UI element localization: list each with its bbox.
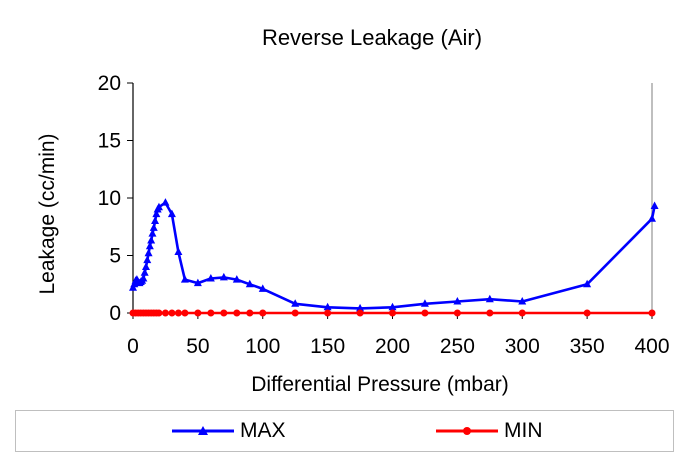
data-point-max: [485, 294, 494, 303]
data-point-min: [168, 309, 176, 317]
x-tick-label: 400: [634, 335, 669, 358]
data-point-max: [206, 274, 215, 282]
data-point-max: [180, 275, 189, 283]
data-point-max: [152, 209, 161, 218]
data-point-max: [193, 278, 202, 287]
data-point-min: [181, 309, 189, 317]
data-point-min: [220, 309, 228, 317]
data-point-max: [219, 272, 228, 281]
series-line-max: [131, 201, 656, 310]
legend-swatch-max: [172, 426, 234, 435]
data-point-min: [194, 309, 202, 317]
x-axis-ticks: 0 50 100 150 200 250 300 350 400: [127, 313, 670, 358]
data-point-min: [389, 309, 396, 317]
data-point-max: [245, 279, 254, 288]
data-point-max: [388, 302, 397, 311]
x-tick-label: 0: [127, 335, 139, 358]
data-point-min: [233, 309, 241, 317]
series-max: [129, 198, 659, 312]
data-point-max: [154, 202, 163, 211]
data-point-max: [147, 236, 156, 244]
x-tick-label: 150: [310, 335, 345, 358]
x-tick-label: 300: [505, 335, 540, 358]
data-point-max: [420, 299, 429, 307]
legend-item-max: MAX: [172, 411, 286, 451]
data-point-min: [453, 309, 461, 317]
data-point-max: [453, 297, 462, 305]
legend-item-min: MIN: [436, 411, 543, 451]
data-point-max: [149, 223, 158, 231]
x-tick-label: 200: [375, 335, 410, 358]
data-point-min: [421, 309, 429, 317]
data-point-min: [648, 309, 656, 317]
data-point-min: [291, 309, 299, 317]
y-tick-label: 15: [98, 130, 121, 153]
data-point-min: [207, 309, 215, 317]
data-point-max: [323, 302, 332, 311]
data-point-min: [155, 309, 163, 317]
y-axis-label: Leakage (cc/min): [36, 133, 59, 294]
data-point-max: [145, 241, 154, 250]
data-point-max: [141, 262, 150, 270]
data-point-max: [232, 275, 241, 283]
x-tick-label: 250: [440, 335, 475, 358]
x-axis-label: Differential Pressure (mbar): [251, 373, 509, 396]
x-tick-label: 50: [186, 335, 209, 358]
data-point-max: [650, 201, 659, 210]
y-tick-label: 0: [109, 302, 121, 325]
data-point-max: [143, 255, 152, 264]
data-point-max: [139, 274, 148, 282]
data-point-min: [518, 309, 526, 317]
data-point-max: [583, 279, 592, 288]
chart-title: Reverse Leakage (Air): [262, 25, 482, 50]
data-point-min: [583, 309, 591, 317]
y-tick-label: 20: [98, 72, 121, 95]
y-tick-label: 5: [109, 245, 121, 268]
data-point-max: [174, 247, 183, 256]
data-point-max: [291, 299, 300, 307]
data-point-max: [140, 268, 149, 276]
data-point-max: [148, 229, 157, 237]
y-axis-ticks: 0 5 10 15 20: [98, 72, 133, 325]
data-point-max: [648, 214, 656, 222]
data-point-max: [167, 209, 176, 218]
x-tick-label: 350: [570, 335, 605, 358]
data-point-min: [259, 309, 267, 317]
data-point-min: [246, 309, 254, 317]
data-point-max: [161, 198, 170, 206]
legend-label-max: MAX: [240, 419, 286, 442]
data-point-max: [356, 303, 365, 312]
y-tick-label: 10: [98, 187, 121, 210]
series-layer: [129, 198, 659, 317]
data-point-min: [324, 309, 332, 317]
data-point-max: [518, 297, 527, 305]
x-tick-label: 100: [245, 335, 280, 358]
chart-canvas: Reverse Leakage (Air) 0 5 10 15 20 0 50 100 150…: [36, 25, 670, 396]
legend-swatch-min: [436, 427, 498, 435]
data-point-min: [161, 309, 169, 317]
data-point-min: [356, 309, 364, 317]
legend: MAX MIN: [15, 410, 674, 452]
series-min: [129, 309, 656, 317]
legend-label-min: MIN: [504, 419, 543, 442]
data-point-max: [258, 284, 267, 292]
data-point-min: [486, 309, 494, 317]
data-point-min: [174, 309, 182, 317]
data-point-max: [144, 248, 153, 257]
data-point-max: [151, 216, 160, 224]
